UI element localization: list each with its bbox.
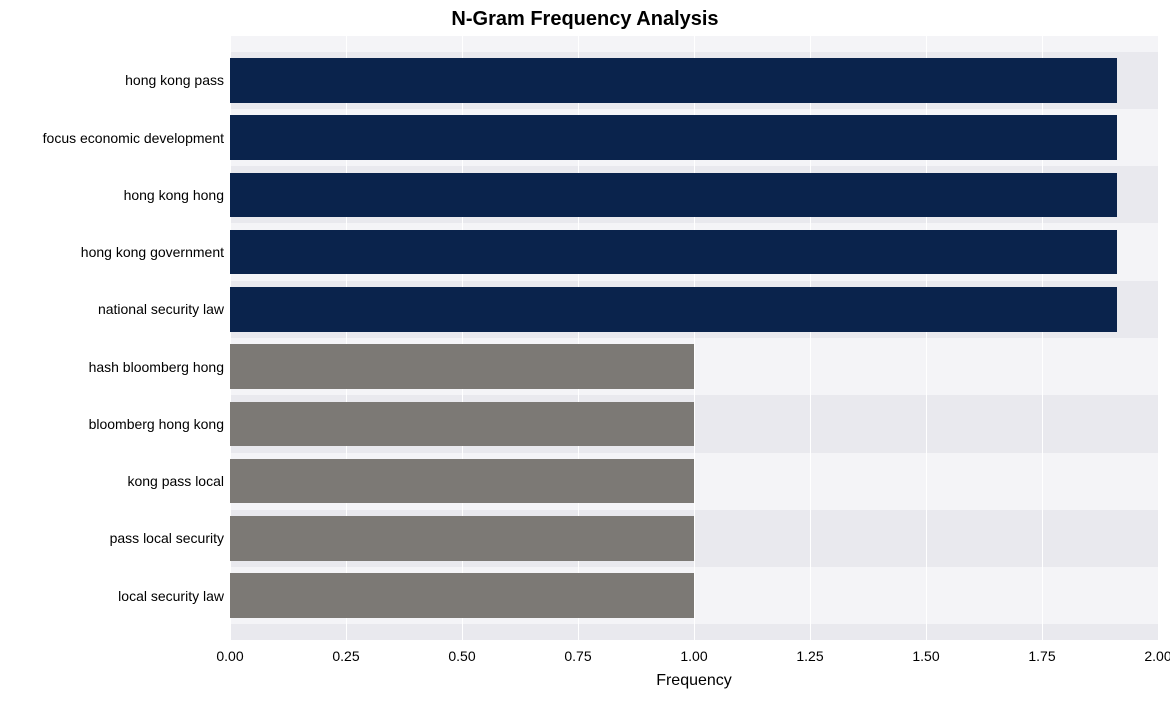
x-tick-label: 0.50	[448, 648, 475, 664]
y-tick-label: national security law	[0, 301, 224, 317]
x-tick-label: 1.25	[796, 648, 823, 664]
bar	[230, 459, 694, 504]
x-tick-label: 0.25	[332, 648, 359, 664]
bar	[230, 344, 694, 389]
x-tick-label: 1.50	[912, 648, 939, 664]
x-tick-label: 0.00	[216, 648, 243, 664]
x-tick-label: 2.00	[1144, 648, 1170, 664]
bar	[230, 173, 1117, 218]
y-tick-label: pass local security	[0, 530, 224, 546]
bar	[230, 287, 1117, 332]
chart-title: N-Gram Frequency Analysis	[0, 8, 1170, 31]
y-tick-label: hong kong hong	[0, 187, 224, 203]
y-tick-label: hash bloomberg hong	[0, 359, 224, 375]
y-tick-label: local security law	[0, 588, 224, 604]
y-tick-label: kong pass local	[0, 473, 224, 489]
ngram-frequency-chart: N-Gram Frequency Analysis hong kong pass…	[0, 0, 1170, 701]
bar	[230, 230, 1117, 275]
y-tick-label: bloomberg hong kong	[0, 416, 224, 432]
x-axis-label: Frequency	[230, 672, 1158, 690]
y-tick-label: focus economic development	[0, 130, 224, 146]
y-tick-label: hong kong pass	[0, 72, 224, 88]
x-tick-label: 0.75	[564, 648, 591, 664]
bar	[230, 58, 1117, 103]
x-tick-label: 1.00	[680, 648, 707, 664]
bar	[230, 516, 694, 561]
plot-area	[230, 36, 1158, 640]
y-tick-label: hong kong government	[0, 244, 224, 260]
bar	[230, 573, 694, 618]
x-tick-label: 1.75	[1028, 648, 1055, 664]
bar	[230, 115, 1117, 160]
bar	[230, 402, 694, 447]
